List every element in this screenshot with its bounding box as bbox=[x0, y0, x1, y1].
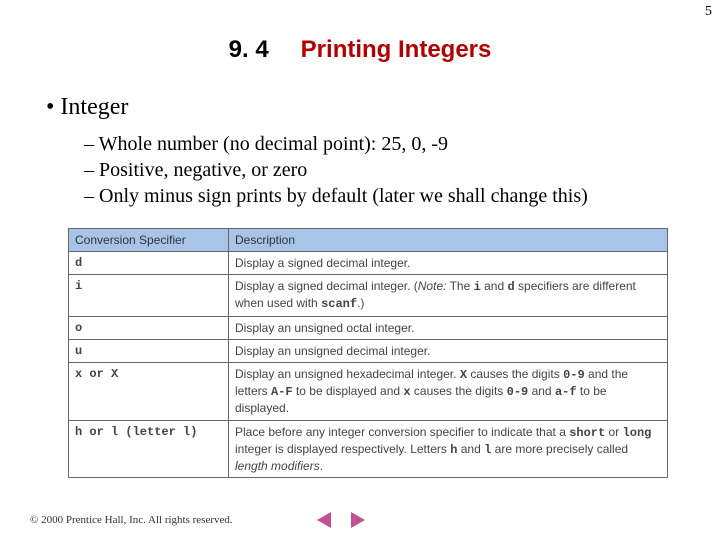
arrow-right-icon bbox=[351, 512, 365, 528]
table-row: h or l (letter l)Place before any intege… bbox=[69, 420, 668, 478]
table-row: x or XDisplay an unsigned hexadecimal in… bbox=[69, 362, 668, 420]
specifier-cell: h or l (letter l) bbox=[69, 420, 229, 478]
table-row: dDisplay a signed decimal integer. bbox=[69, 252, 668, 275]
specifier-cell: i bbox=[69, 275, 229, 316]
arrow-left-icon bbox=[317, 512, 331, 528]
prev-slide-button[interactable] bbox=[310, 510, 338, 530]
specifier-cell: o bbox=[69, 316, 229, 339]
specifier-cell: u bbox=[69, 339, 229, 362]
table-header: Description bbox=[229, 229, 668, 252]
table-row: oDisplay an unsigned octal integer. bbox=[69, 316, 668, 339]
specifier-cell: d bbox=[69, 252, 229, 275]
description-cell: Display a signed decimal integer. bbox=[229, 252, 668, 275]
sub-bullet: Positive, negative, or zero bbox=[84, 157, 680, 183]
specifier-table: Conversion Specifier Description dDispla… bbox=[68, 228, 668, 478]
table-row: uDisplay an unsigned decimal integer. bbox=[69, 339, 668, 362]
title-text: Printing Integers bbox=[301, 36, 492, 63]
description-cell: Display a signed decimal integer. (Note:… bbox=[229, 275, 668, 316]
title-number: 9. 4 bbox=[229, 36, 269, 63]
sub-bullet-list: Whole number (no decimal point): 25, 0, … bbox=[84, 131, 680, 209]
next-slide-button[interactable] bbox=[344, 510, 372, 530]
description-cell: Display an unsigned hexadecimal integer.… bbox=[229, 362, 668, 420]
content-body: Integer Whole number (no decimal point):… bbox=[46, 94, 680, 209]
table-header-row: Conversion Specifier Description bbox=[69, 229, 668, 252]
table-header: Conversion Specifier bbox=[69, 229, 229, 252]
table-row: iDisplay a signed decimal integer. (Note… bbox=[69, 275, 668, 316]
main-bullet: Integer bbox=[46, 94, 680, 121]
description-cell: Display an unsigned decimal integer. bbox=[229, 339, 668, 362]
copyright-footer: © 2000 Prentice Hall, Inc. All rights re… bbox=[30, 514, 233, 526]
description-cell: Display an unsigned octal integer. bbox=[229, 316, 668, 339]
sub-bullet: Whole number (no decimal point): 25, 0, … bbox=[84, 131, 680, 157]
specifier-cell: x or X bbox=[69, 362, 229, 420]
sub-bullet: Only minus sign prints by default (later… bbox=[84, 183, 680, 209]
description-cell: Place before any integer conversion spec… bbox=[229, 420, 668, 478]
slide-title: 9. 4 Printing Integers bbox=[0, 36, 720, 64]
page-number: 5 bbox=[705, 4, 712, 20]
nav-arrows bbox=[310, 510, 372, 530]
